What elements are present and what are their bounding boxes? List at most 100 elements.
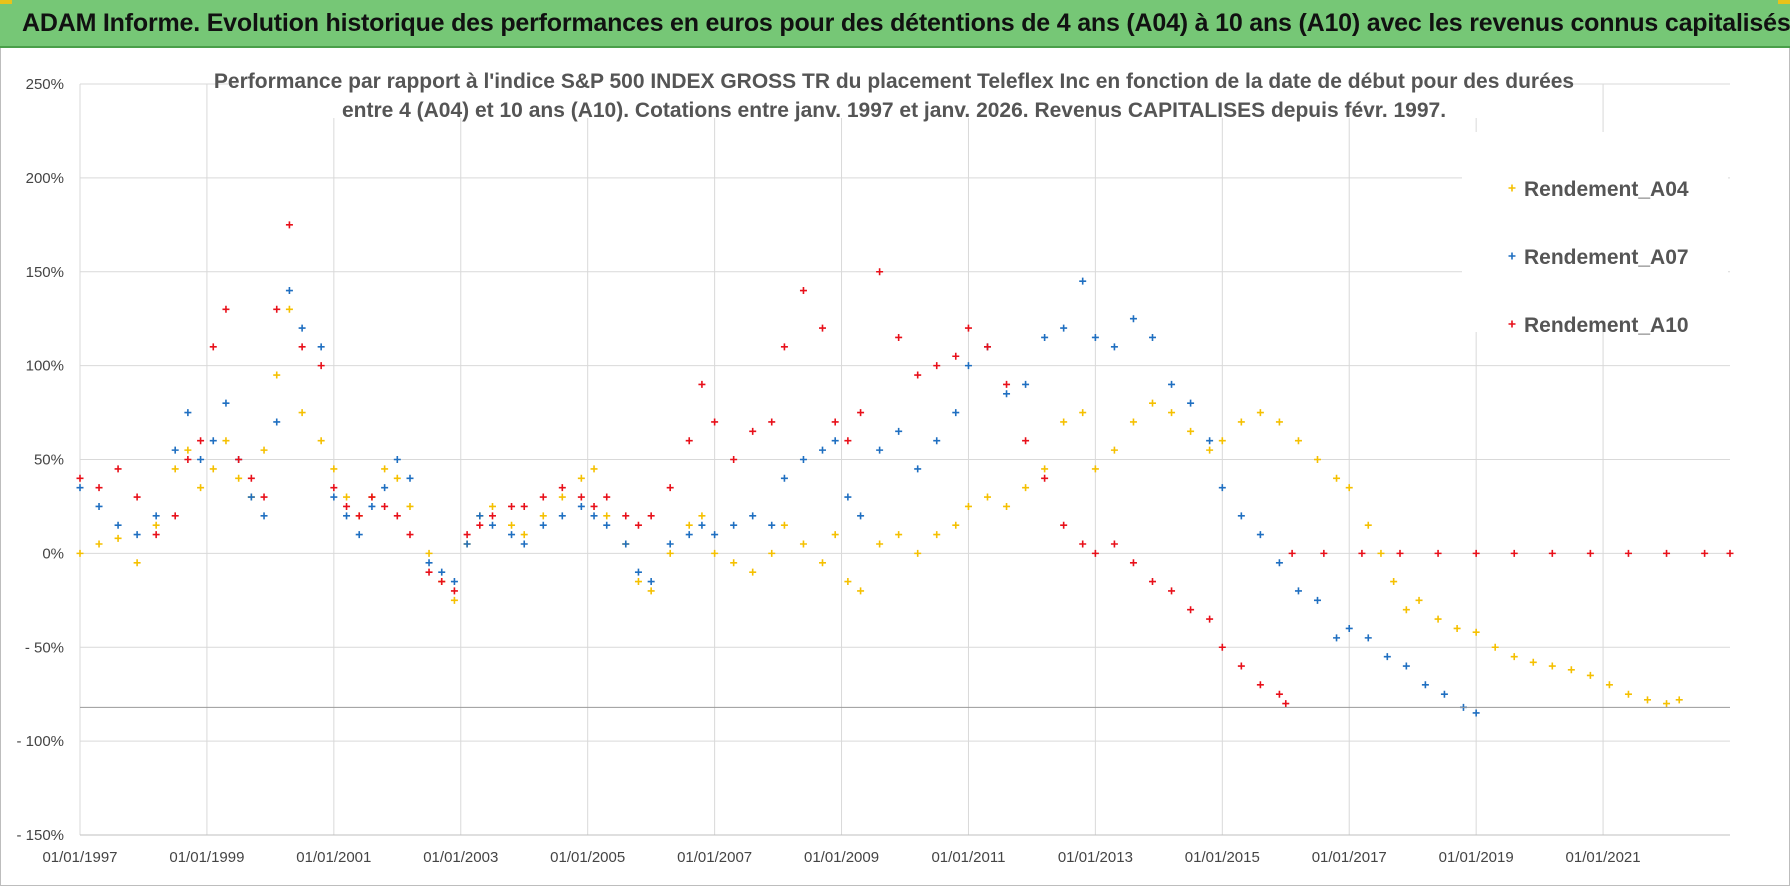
legend-label: Rendement_A10 — [1524, 314, 1689, 337]
data-point — [355, 512, 363, 520]
data-point — [857, 587, 865, 595]
data-point — [952, 521, 960, 529]
y-tick-label: 100% — [26, 358, 64, 375]
data-point — [685, 531, 693, 539]
data-point — [844, 493, 852, 501]
data-point — [666, 549, 674, 557]
x-tick-label: 01/01/1997 — [42, 849, 117, 866]
data-point — [489, 502, 496, 510]
data-point — [603, 493, 611, 501]
data-point — [1663, 549, 1671, 557]
data-point — [1218, 484, 1226, 492]
data-point — [1206, 437, 1214, 445]
data-point — [235, 456, 243, 463]
data-point — [285, 305, 293, 313]
data-point — [1041, 333, 1049, 341]
data-point — [1149, 399, 1156, 407]
data-point — [590, 465, 598, 473]
legend-box — [1462, 132, 1728, 332]
data-point — [1091, 465, 1099, 473]
data-point — [876, 268, 884, 276]
data-point — [1605, 681, 1613, 689]
data-point — [780, 343, 788, 351]
x-tick-label: 01/01/2003 — [423, 849, 498, 866]
data-point — [1402, 606, 1410, 614]
data-point — [780, 474, 788, 482]
data-point — [1206, 615, 1214, 623]
data-point — [273, 371, 281, 379]
data-point — [1548, 662, 1556, 670]
series-Rendement_A04 — [76, 305, 1683, 708]
data-point — [799, 456, 807, 463]
page-title: ADAM Informe. Evolution historique des p… — [22, 8, 1790, 37]
data-point — [1110, 343, 1118, 351]
data-point — [984, 343, 991, 351]
data-point — [964, 324, 972, 332]
data-point — [1206, 446, 1214, 454]
data-point — [711, 531, 719, 539]
data-point — [1510, 653, 1518, 661]
data-point — [768, 521, 776, 529]
legend: Rendement_A04 Rendement_A07 Rendement_A10 — [1508, 178, 1689, 337]
axes — [80, 706, 1730, 836]
y-tick-label: - 50% — [25, 639, 64, 656]
data-point — [685, 437, 693, 445]
data-point — [1110, 540, 1118, 548]
data-point — [317, 437, 325, 445]
data-point — [1333, 474, 1341, 482]
data-point — [133, 493, 141, 501]
data-point — [964, 502, 972, 510]
data-point — [133, 559, 141, 567]
x-tick-label: 01/01/2001 — [296, 849, 371, 866]
data-point — [273, 305, 281, 313]
data-point — [114, 534, 122, 542]
data-point — [184, 446, 192, 454]
data-point — [1701, 549, 1709, 557]
data-point — [799, 287, 807, 295]
data-point — [330, 484, 338, 492]
data-point — [489, 521, 496, 529]
x-tick-label: 01/01/1999 — [169, 849, 244, 866]
data-point — [95, 502, 103, 510]
header-banner: ADAM Informe. Evolution historique des p… — [0, 0, 1790, 48]
data-point — [425, 568, 433, 576]
data-point — [171, 465, 179, 473]
data-point — [622, 540, 630, 548]
data-point — [1586, 671, 1594, 679]
data-point — [914, 549, 922, 557]
data-point — [114, 521, 122, 529]
data-point — [1218, 643, 1226, 651]
data-point — [393, 512, 401, 520]
x-tick-label: 01/01/2011 — [931, 849, 1005, 866]
data-point — [539, 493, 547, 501]
data-point — [819, 559, 826, 567]
data-point — [76, 484, 84, 492]
data-point — [222, 305, 230, 313]
data-point — [857, 409, 865, 417]
data-point — [749, 427, 757, 435]
data-point — [1187, 399, 1195, 407]
banner-accent-left — [0, 0, 12, 4]
data-point — [1644, 696, 1651, 704]
data-point — [381, 465, 389, 473]
data-point — [857, 512, 865, 520]
data-point — [1003, 380, 1011, 388]
data-point — [343, 512, 351, 520]
data-point — [317, 343, 325, 351]
data-point — [1149, 578, 1156, 586]
data-point — [171, 512, 179, 520]
data-point — [76, 549, 84, 557]
data-point — [152, 512, 160, 520]
data-point — [1091, 549, 1099, 557]
data-point — [171, 446, 179, 454]
data-point — [343, 493, 351, 501]
x-tick-label: 01/01/2013 — [1058, 849, 1133, 866]
data-point — [876, 540, 884, 548]
data-point — [1275, 418, 1283, 426]
data-point — [831, 437, 839, 445]
data-point — [406, 502, 414, 510]
data-point — [1624, 549, 1632, 557]
data-point — [1472, 628, 1480, 636]
data-point — [698, 380, 706, 388]
data-point — [590, 512, 598, 520]
